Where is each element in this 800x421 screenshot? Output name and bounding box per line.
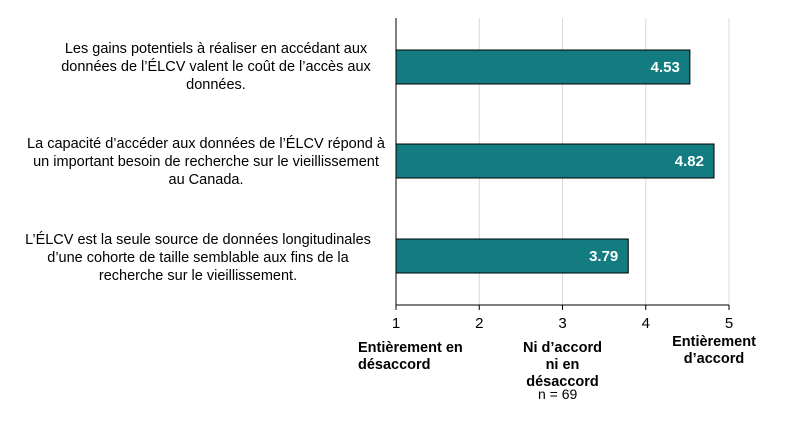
bar-value-label-2: 4.82 <box>675 153 704 170</box>
x-tick-label-2: 2 <box>475 315 483 332</box>
x-tick-label-4: 4 <box>642 315 650 332</box>
bar-1 <box>395 49 691 85</box>
bar-2 <box>395 143 715 179</box>
category-label-3: L’ÉLCV est la seule source de données lo… <box>25 232 371 284</box>
x-tick-label-1: 1 <box>392 315 400 332</box>
x-tick-label-5: 5 <box>725 315 733 332</box>
scale-anchor-low: Entièrement en désaccord <box>358 340 463 373</box>
bar-value-label-3: 3.79 <box>589 248 618 265</box>
bar-value-label-1: 4.53 <box>651 59 680 76</box>
scale-anchor-mid: Ni d’accord ni en désaccord <box>523 340 602 390</box>
scale-anchor-high: Entièrement d’accord <box>672 334 756 367</box>
sample-size-note: n = 69 <box>538 386 578 402</box>
x-tick-label-3: 3 <box>558 315 566 332</box>
category-label-2: La capacité d’accéder aux données de l’É… <box>27 136 385 188</box>
category-label-1: Les gains potentiels à réaliser en accéd… <box>61 41 371 93</box>
bar-3 <box>395 238 629 274</box>
